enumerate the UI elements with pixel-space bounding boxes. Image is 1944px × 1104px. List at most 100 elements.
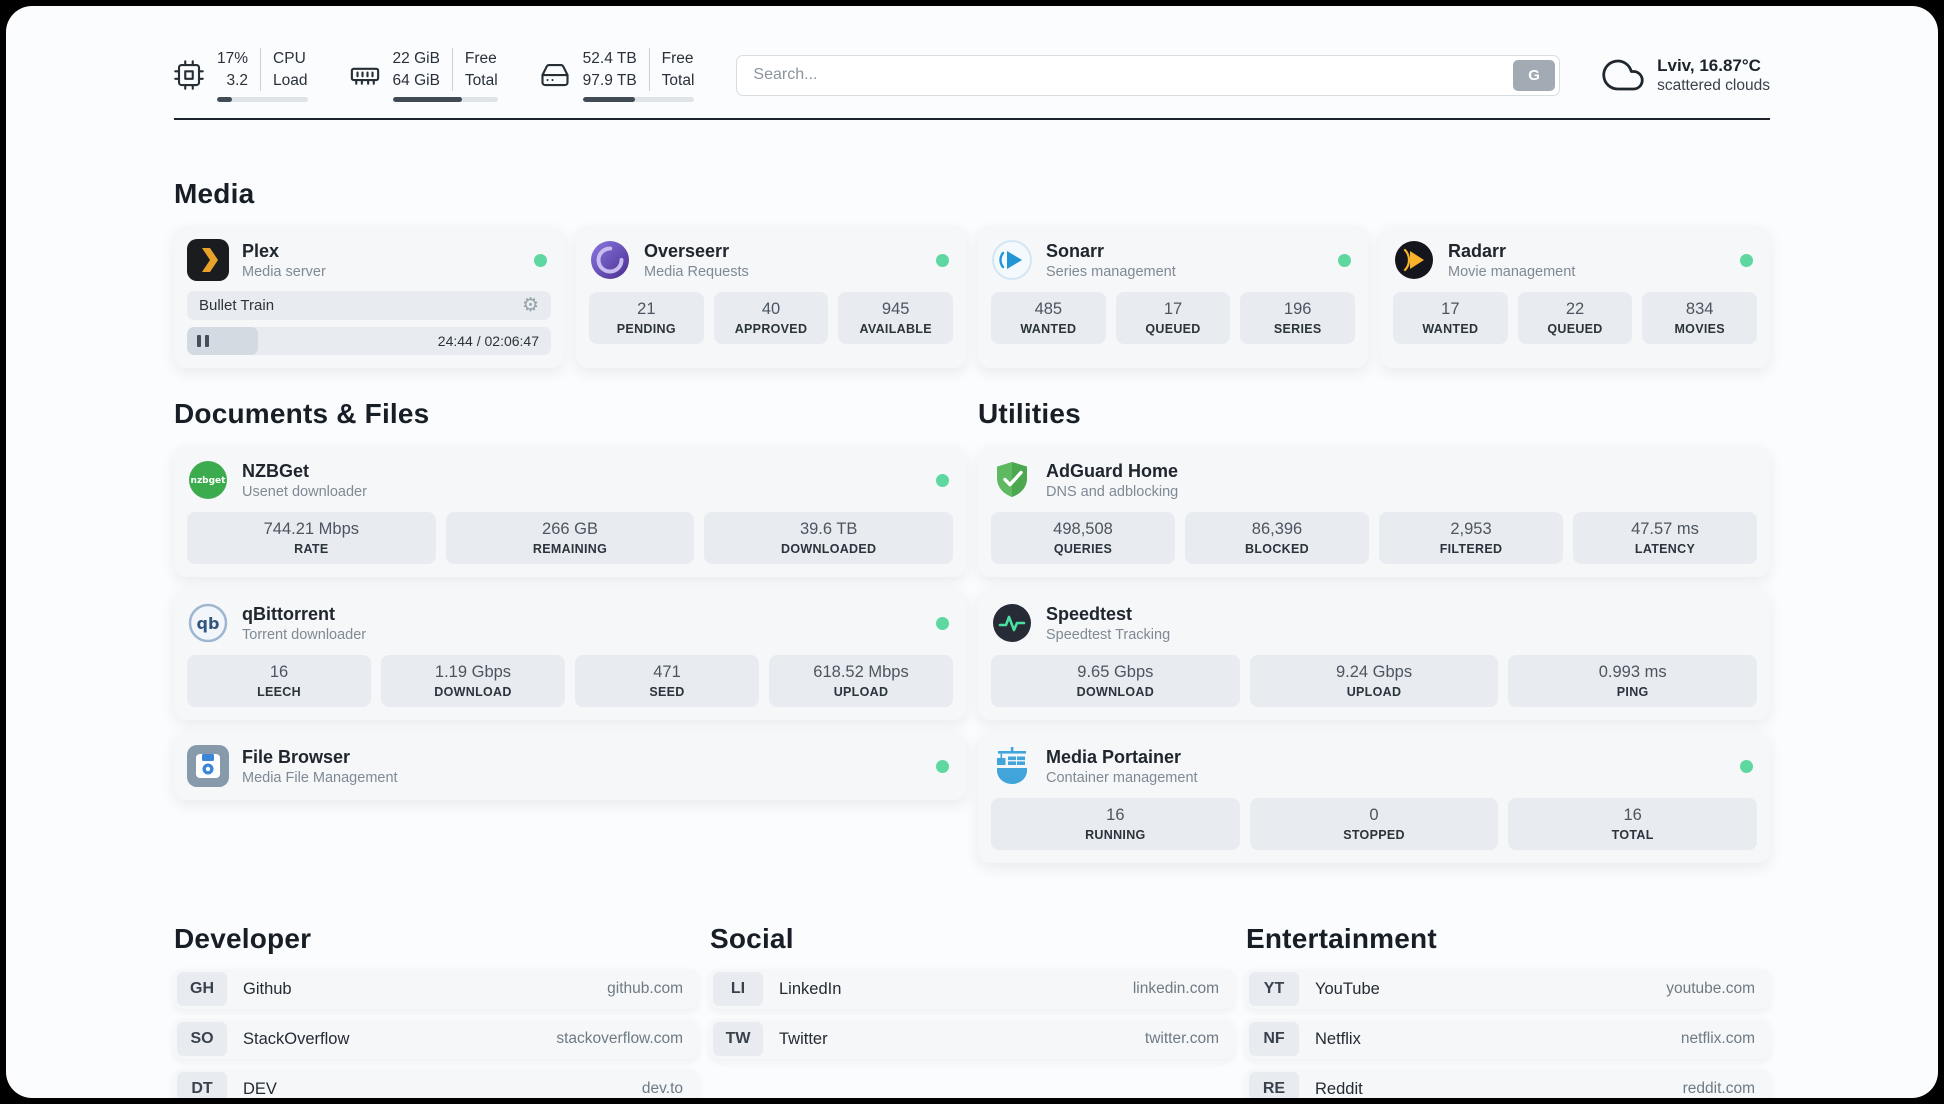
link-name: LinkedIn	[779, 979, 842, 998]
memory-total-label: Total	[464, 71, 498, 89]
service-subtitle: Media File Management	[242, 769, 398, 786]
ram-icon	[350, 60, 380, 90]
link-youtube[interactable]: YT YouTube youtube.com	[1246, 969, 1770, 1010]
disk-free-value: 52.4 TB	[582, 50, 637, 67]
service-name: Plex	[242, 240, 280, 261]
adguard-icon	[991, 459, 1033, 501]
settings-icon[interactable]: ⚙	[521, 295, 539, 317]
speedtest-icon	[991, 602, 1033, 644]
link-url: linkedin.com	[1132, 980, 1219, 998]
status-dot	[534, 253, 547, 267]
svg-text:nzbget: nzbget	[191, 476, 227, 486]
service-card-portainer[interactable]: Media Portainer Container management 16 R…	[978, 732, 1770, 864]
link-dev[interactable]: DT DEV dev.to	[174, 1069, 698, 1098]
service-card-nzbget[interactable]: nzbget NZBGet Usenet downloader 744.21 M…	[174, 446, 966, 578]
link-badge: RE	[1249, 1072, 1299, 1098]
cpu-icon	[174, 60, 204, 90]
divider	[260, 48, 262, 92]
resource-widgets: 17% 3.2 CPU Load	[174, 48, 695, 103]
service-card-sonarr[interactable]: Sonarr Series management 485 WANTED 17 QUE…	[978, 226, 1368, 369]
link-twitter[interactable]: TW Twitter twitter.com	[710, 1019, 1234, 1060]
stat-total: 16 TOTAL	[1508, 798, 1758, 851]
link-stackoverflow[interactable]: SO StackOverflow stackoverflow.com	[174, 1019, 698, 1060]
service-card-qbittorrent[interactable]: qb qBittorrent Torrent downloader 16 LEEC…	[174, 589, 966, 721]
stat-series: 196 SERIES	[1240, 292, 1356, 345]
link-url: dev.to	[641, 1080, 683, 1098]
service-card-adguard[interactable]: AdGuard Home DNS and adblocking 498,508 Q…	[978, 446, 1770, 578]
link-name: YouTube	[1315, 979, 1380, 998]
svg-text:qb: qb	[197, 614, 220, 633]
service-card-speedtest[interactable]: Speedtest Speedtest Tracking 9.65 Gbps DO…	[978, 589, 1770, 721]
link-badge: NF	[1249, 1022, 1299, 1057]
status-dot	[1338, 253, 1351, 267]
filebrowser-icon	[187, 745, 229, 788]
plex-icon	[187, 239, 229, 282]
divider	[451, 48, 453, 92]
service-subtitle: Media Requests	[644, 263, 749, 280]
link-reddit[interactable]: RE Reddit reddit.com	[1246, 1069, 1770, 1098]
top-bar: 17% 3.2 CPU Load	[174, 48, 1770, 103]
cpu-load-label: Load	[273, 71, 308, 89]
service-name: qBittorrent	[242, 603, 335, 624]
cpu-usage-label: CPU	[273, 50, 306, 67]
stat-downloaded: 39.6 TB DOWNLOADED	[704, 512, 954, 565]
service-subtitle: Container management	[1046, 769, 1198, 786]
service-subtitle: Movie management	[1448, 263, 1576, 280]
link-github[interactable]: GH Github github.com	[174, 969, 698, 1010]
status-dot	[1740, 253, 1753, 267]
link-url: youtube.com	[1666, 980, 1755, 998]
stat-pending: 21 PENDING	[589, 292, 704, 345]
stat-seed: 471 SEED	[575, 655, 759, 708]
memory-total-value: 64 GiB	[392, 71, 440, 89]
disk-total-label: Total	[661, 71, 695, 89]
link-url: reddit.com	[1682, 1080, 1755, 1098]
documents-column: Documents & Files nzbget NZBGet Usenet d…	[174, 398, 966, 812]
service-subtitle: Usenet downloader	[242, 483, 367, 500]
link-url: twitter.com	[1144, 1030, 1219, 1048]
link-group-developer: Developer GH Github github.com SO StackO…	[174, 923, 698, 1098]
stat-download: 9.65 Gbps DOWNLOAD	[991, 655, 1240, 708]
link-name: DEV	[243, 1079, 277, 1098]
link-netflix[interactable]: NF Netflix netflix.com	[1246, 1019, 1770, 1060]
memory-widget: 22 GiB 64 GiB Free Total	[350, 48, 498, 103]
service-name: Overseerr	[644, 240, 730, 261]
stat-blocked: 86,396 BLOCKED	[1185, 512, 1369, 565]
stat-rate: 744.21 Mbps RATE	[187, 512, 436, 565]
nzbget-icon: nzbget	[187, 459, 229, 501]
link-name: Reddit	[1315, 1079, 1363, 1098]
divider	[648, 48, 650, 92]
service-card-overseerr[interactable]: Overseerr Media Requests 21 PENDING 40 APP…	[576, 226, 966, 369]
link-url: github.com	[607, 980, 683, 998]
service-card-plex[interactable]: Plex Media server Bullet Train ⚙ 24:44 /…	[174, 226, 564, 369]
link-group-entertainment: Entertainment YT YouTube youtube.com NF …	[1246, 923, 1770, 1098]
pause-button[interactable]	[197, 335, 209, 348]
search-input[interactable]	[736, 54, 1561, 96]
stat-leech: 16 LEECH	[187, 655, 371, 708]
service-name: Sonarr	[1046, 240, 1105, 261]
link-badge: LI	[713, 972, 763, 1007]
service-subtitle: Series management	[1046, 263, 1176, 280]
service-card-radarr[interactable]: Radarr Movie management 17 WANTED 22 QUEUE…	[1380, 226, 1770, 369]
link-linkedin[interactable]: LI LinkedIn linkedin.com	[710, 969, 1234, 1010]
stat-stopped: 0 STOPPED	[1249, 798, 1499, 851]
service-name: Media Portainer	[1046, 746, 1182, 767]
disk-free-label: Free	[661, 50, 694, 67]
sonarr-icon	[991, 239, 1033, 281]
search-engine-button[interactable]: G	[1513, 59, 1556, 91]
link-name: Github	[243, 979, 292, 998]
stat-wanted: 17 WANTED	[1393, 292, 1508, 345]
stat-download: 1.19 Gbps DOWNLOAD	[381, 655, 565, 708]
playback-progress-bar[interactable]: 24:44 / 02:06:47	[187, 327, 551, 356]
stat-movies: 834 MOVIES	[1642, 292, 1758, 345]
memory-progress-bar	[392, 97, 498, 103]
section-title-social: Social	[710, 923, 794, 955]
disk-widget: 52.4 TB 97.9 TB Free Total	[540, 48, 695, 103]
link-url: netflix.com	[1680, 1030, 1755, 1048]
stat-wanted: 485 WANTED	[991, 292, 1106, 345]
link-badge: SO	[177, 1022, 227, 1057]
service-name: Radarr	[1448, 240, 1507, 261]
playback-time: 24:44 / 02:06:47	[437, 333, 539, 350]
stat-remaining: 266 GB REMAINING	[445, 512, 695, 565]
service-card-filebrowser[interactable]: File Browser Media File Management	[174, 732, 966, 801]
overseerr-icon	[589, 239, 631, 281]
